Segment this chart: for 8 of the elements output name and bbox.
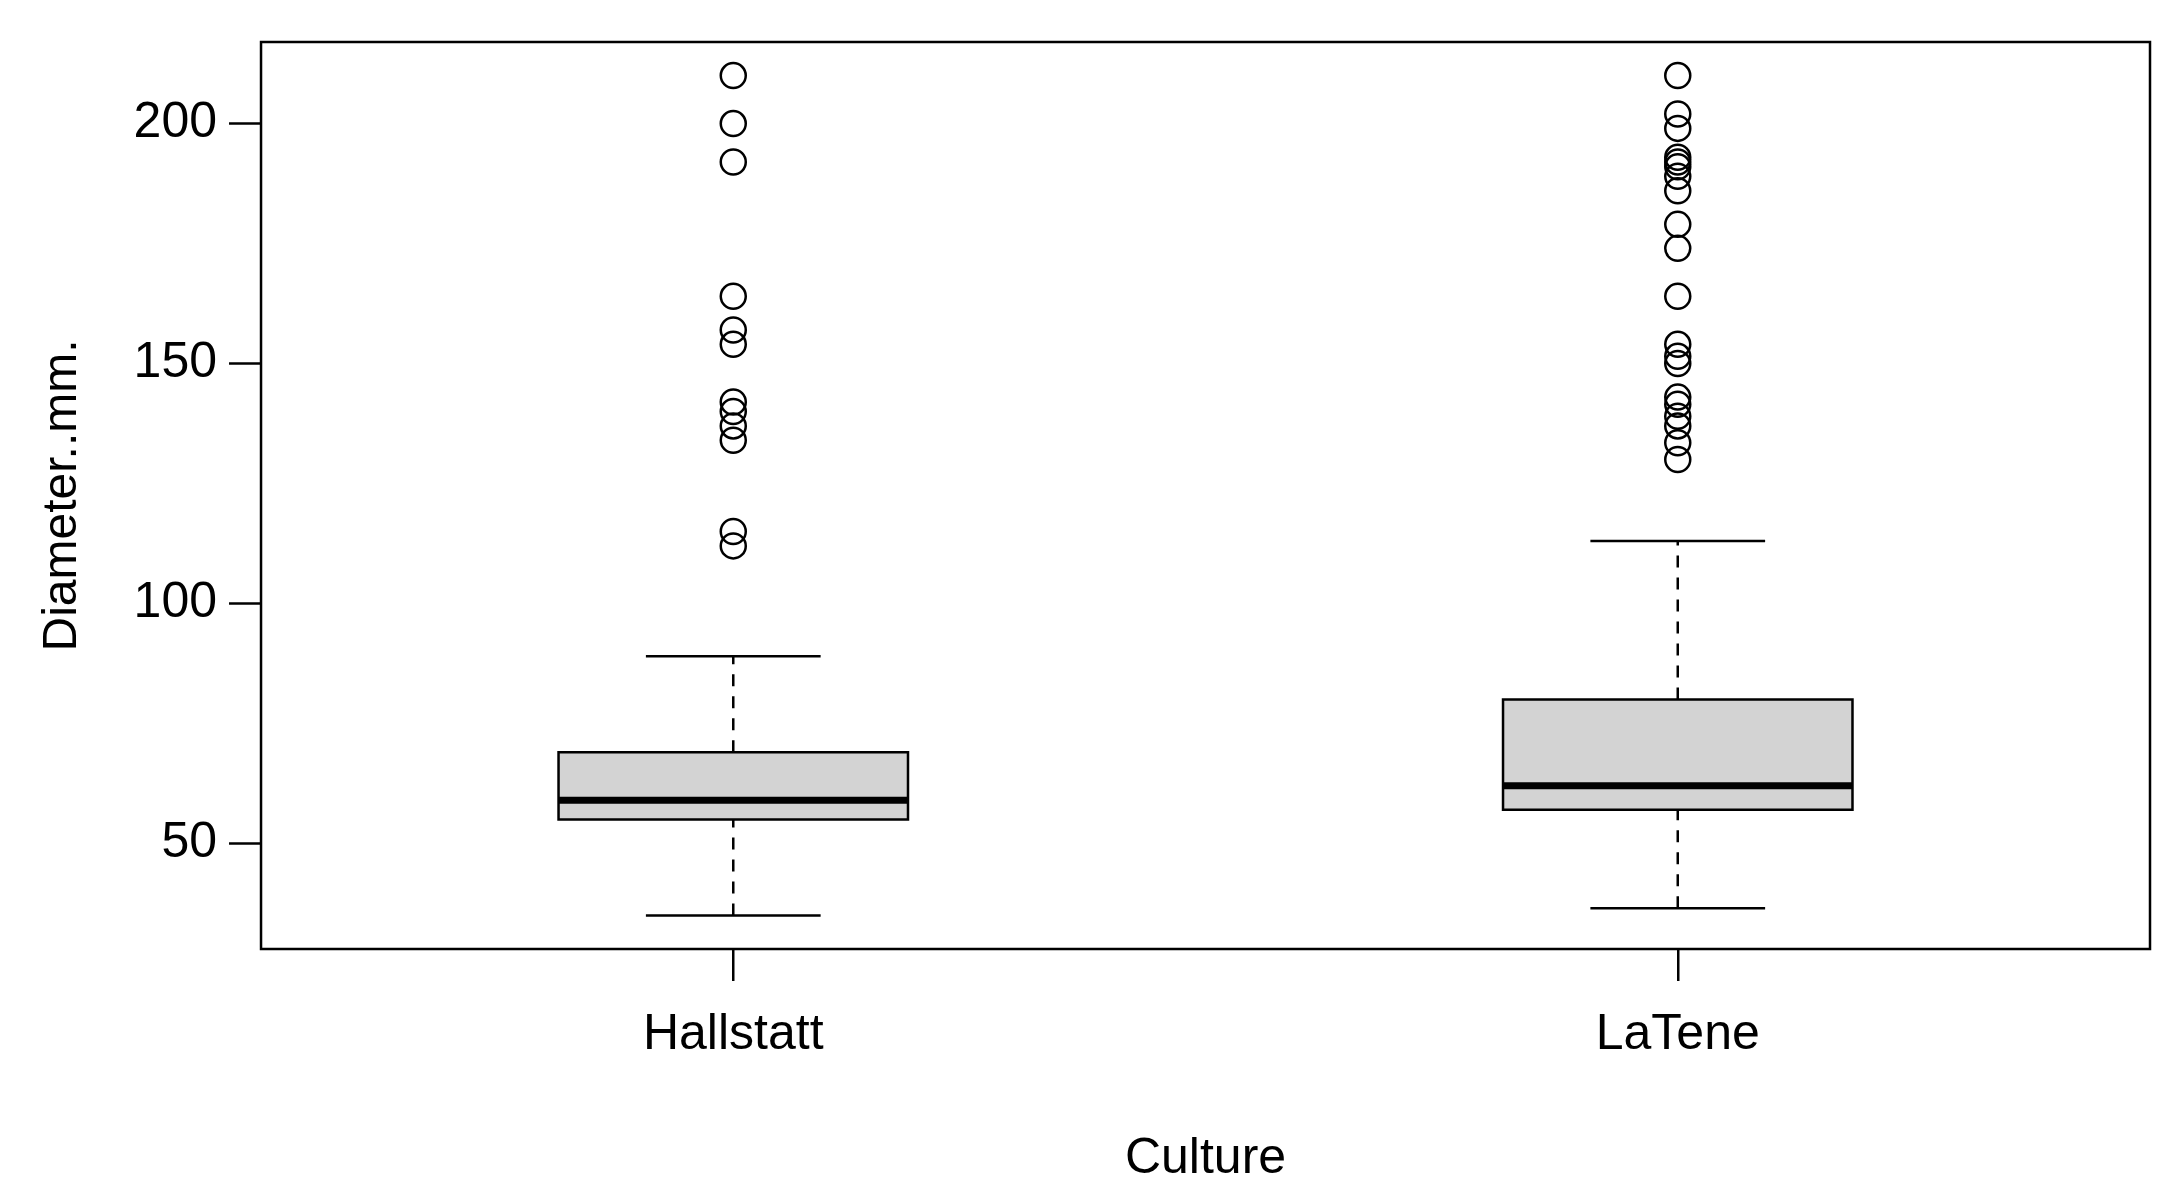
x-tick-label: LaTene (1595, 1003, 1760, 1060)
y-tick-label: 200 (133, 92, 218, 149)
y-axis-title: Diameter..mm. (33, 339, 87, 652)
x-axis-title: Culture (1124, 1127, 1287, 1184)
y-tick-label: 100 (133, 572, 218, 629)
y-tick-label: 150 (133, 332, 218, 389)
x-tick-label: Hallstatt (642, 1003, 824, 1060)
y-tick-label: 50 (161, 812, 218, 869)
